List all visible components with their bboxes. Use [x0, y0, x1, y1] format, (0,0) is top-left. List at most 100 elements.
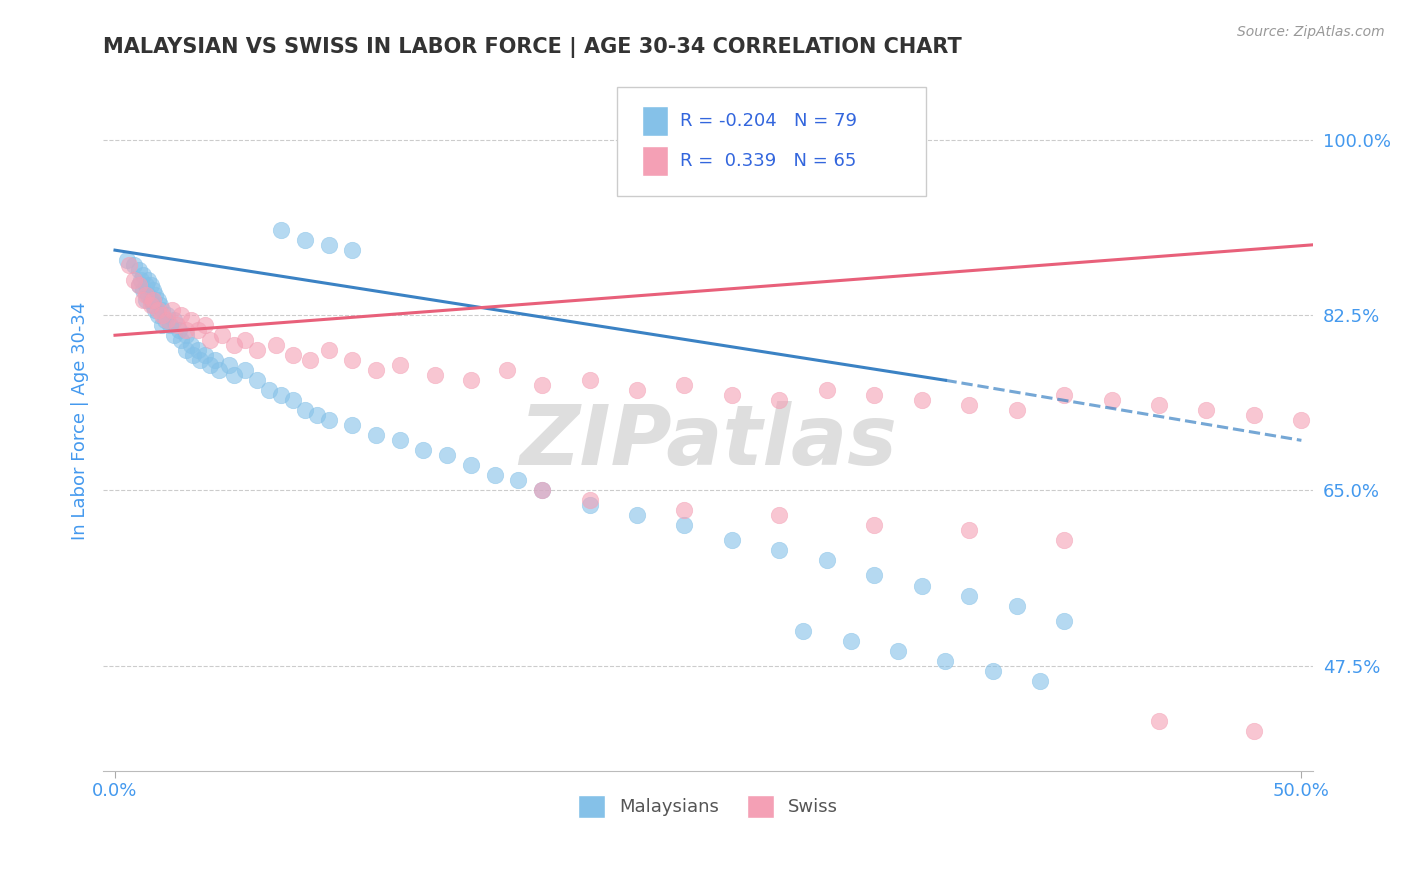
Point — [531, 483, 554, 498]
Point — [1147, 398, 1170, 412]
Point — [163, 328, 186, 343]
Point — [152, 303, 174, 318]
Point — [1195, 403, 1218, 417]
Point — [257, 384, 280, 398]
Point — [388, 434, 411, 448]
Point — [166, 318, 188, 333]
Point — [298, 353, 321, 368]
Point — [146, 303, 169, 318]
Point — [142, 298, 165, 312]
Point — [1147, 714, 1170, 728]
Point — [153, 313, 176, 327]
Point — [270, 223, 292, 237]
Point — [128, 278, 150, 293]
Point — [159, 318, 181, 333]
Point — [412, 443, 434, 458]
Point — [578, 493, 600, 508]
Point — [128, 278, 150, 293]
Point — [180, 338, 202, 352]
Point — [318, 238, 340, 252]
Point — [235, 363, 257, 377]
Point — [139, 278, 162, 293]
Point — [1005, 403, 1028, 417]
Point — [194, 318, 217, 333]
Point — [364, 363, 387, 377]
Point — [156, 308, 179, 322]
Point — [318, 343, 340, 358]
Point — [1243, 409, 1265, 423]
Point — [246, 343, 269, 358]
Point — [305, 409, 328, 423]
Point — [887, 643, 910, 657]
Point — [342, 243, 364, 257]
Point — [673, 503, 696, 517]
Point — [531, 378, 554, 392]
Point — [425, 368, 447, 383]
Point — [152, 318, 174, 333]
Point — [460, 458, 482, 473]
Point — [839, 633, 862, 648]
Point — [388, 358, 411, 372]
Point — [815, 553, 838, 567]
Point — [981, 664, 1004, 678]
Point — [460, 373, 482, 387]
Point — [235, 333, 257, 347]
Point — [270, 388, 292, 402]
Point — [218, 358, 240, 372]
Point — [318, 413, 340, 427]
Point — [122, 273, 145, 287]
Text: ZIPatlas: ZIPatlas — [519, 401, 897, 482]
Point — [222, 368, 245, 383]
Point — [139, 298, 162, 312]
Point — [167, 323, 190, 337]
Point — [156, 313, 179, 327]
Point — [142, 293, 165, 308]
Point — [863, 518, 886, 533]
Point — [495, 363, 517, 377]
Point — [342, 418, 364, 433]
Text: R =  0.339   N = 65: R = 0.339 N = 65 — [681, 152, 856, 170]
Point — [163, 313, 186, 327]
Point — [1291, 413, 1313, 427]
Point — [957, 398, 980, 412]
Point — [768, 508, 790, 523]
Point — [578, 499, 600, 513]
Point — [198, 333, 221, 347]
Point — [135, 288, 157, 302]
Point — [721, 533, 744, 548]
Point — [1337, 143, 1360, 157]
Point — [768, 393, 790, 408]
Point — [957, 524, 980, 538]
Point — [281, 393, 304, 408]
Point — [508, 474, 530, 488]
Text: MALAYSIAN VS SWISS IN LABOR FORCE | AGE 30-34 CORRELATION CHART: MALAYSIAN VS SWISS IN LABOR FORCE | AGE … — [103, 37, 962, 58]
Point — [957, 589, 980, 603]
Point — [174, 343, 197, 358]
Point — [132, 268, 155, 282]
Point — [181, 348, 204, 362]
Point — [180, 313, 202, 327]
Point — [132, 293, 155, 308]
Text: Source: ZipAtlas.com: Source: ZipAtlas.com — [1237, 25, 1385, 39]
Point — [122, 258, 145, 272]
Point — [135, 278, 157, 293]
Point — [139, 293, 162, 308]
Point — [626, 384, 648, 398]
Point — [170, 333, 193, 347]
Point — [1005, 599, 1028, 613]
Point — [721, 388, 744, 402]
Point — [115, 253, 138, 268]
Point — [911, 393, 934, 408]
Point — [281, 348, 304, 362]
Bar — [641, 146, 668, 176]
Point — [129, 273, 152, 287]
Point — [294, 233, 316, 247]
Point — [136, 288, 159, 302]
Point — [863, 568, 886, 582]
Point — [673, 378, 696, 392]
Point — [1053, 533, 1076, 548]
Point — [135, 293, 157, 308]
Point — [815, 384, 838, 398]
Point — [118, 258, 141, 272]
Point — [143, 303, 166, 318]
